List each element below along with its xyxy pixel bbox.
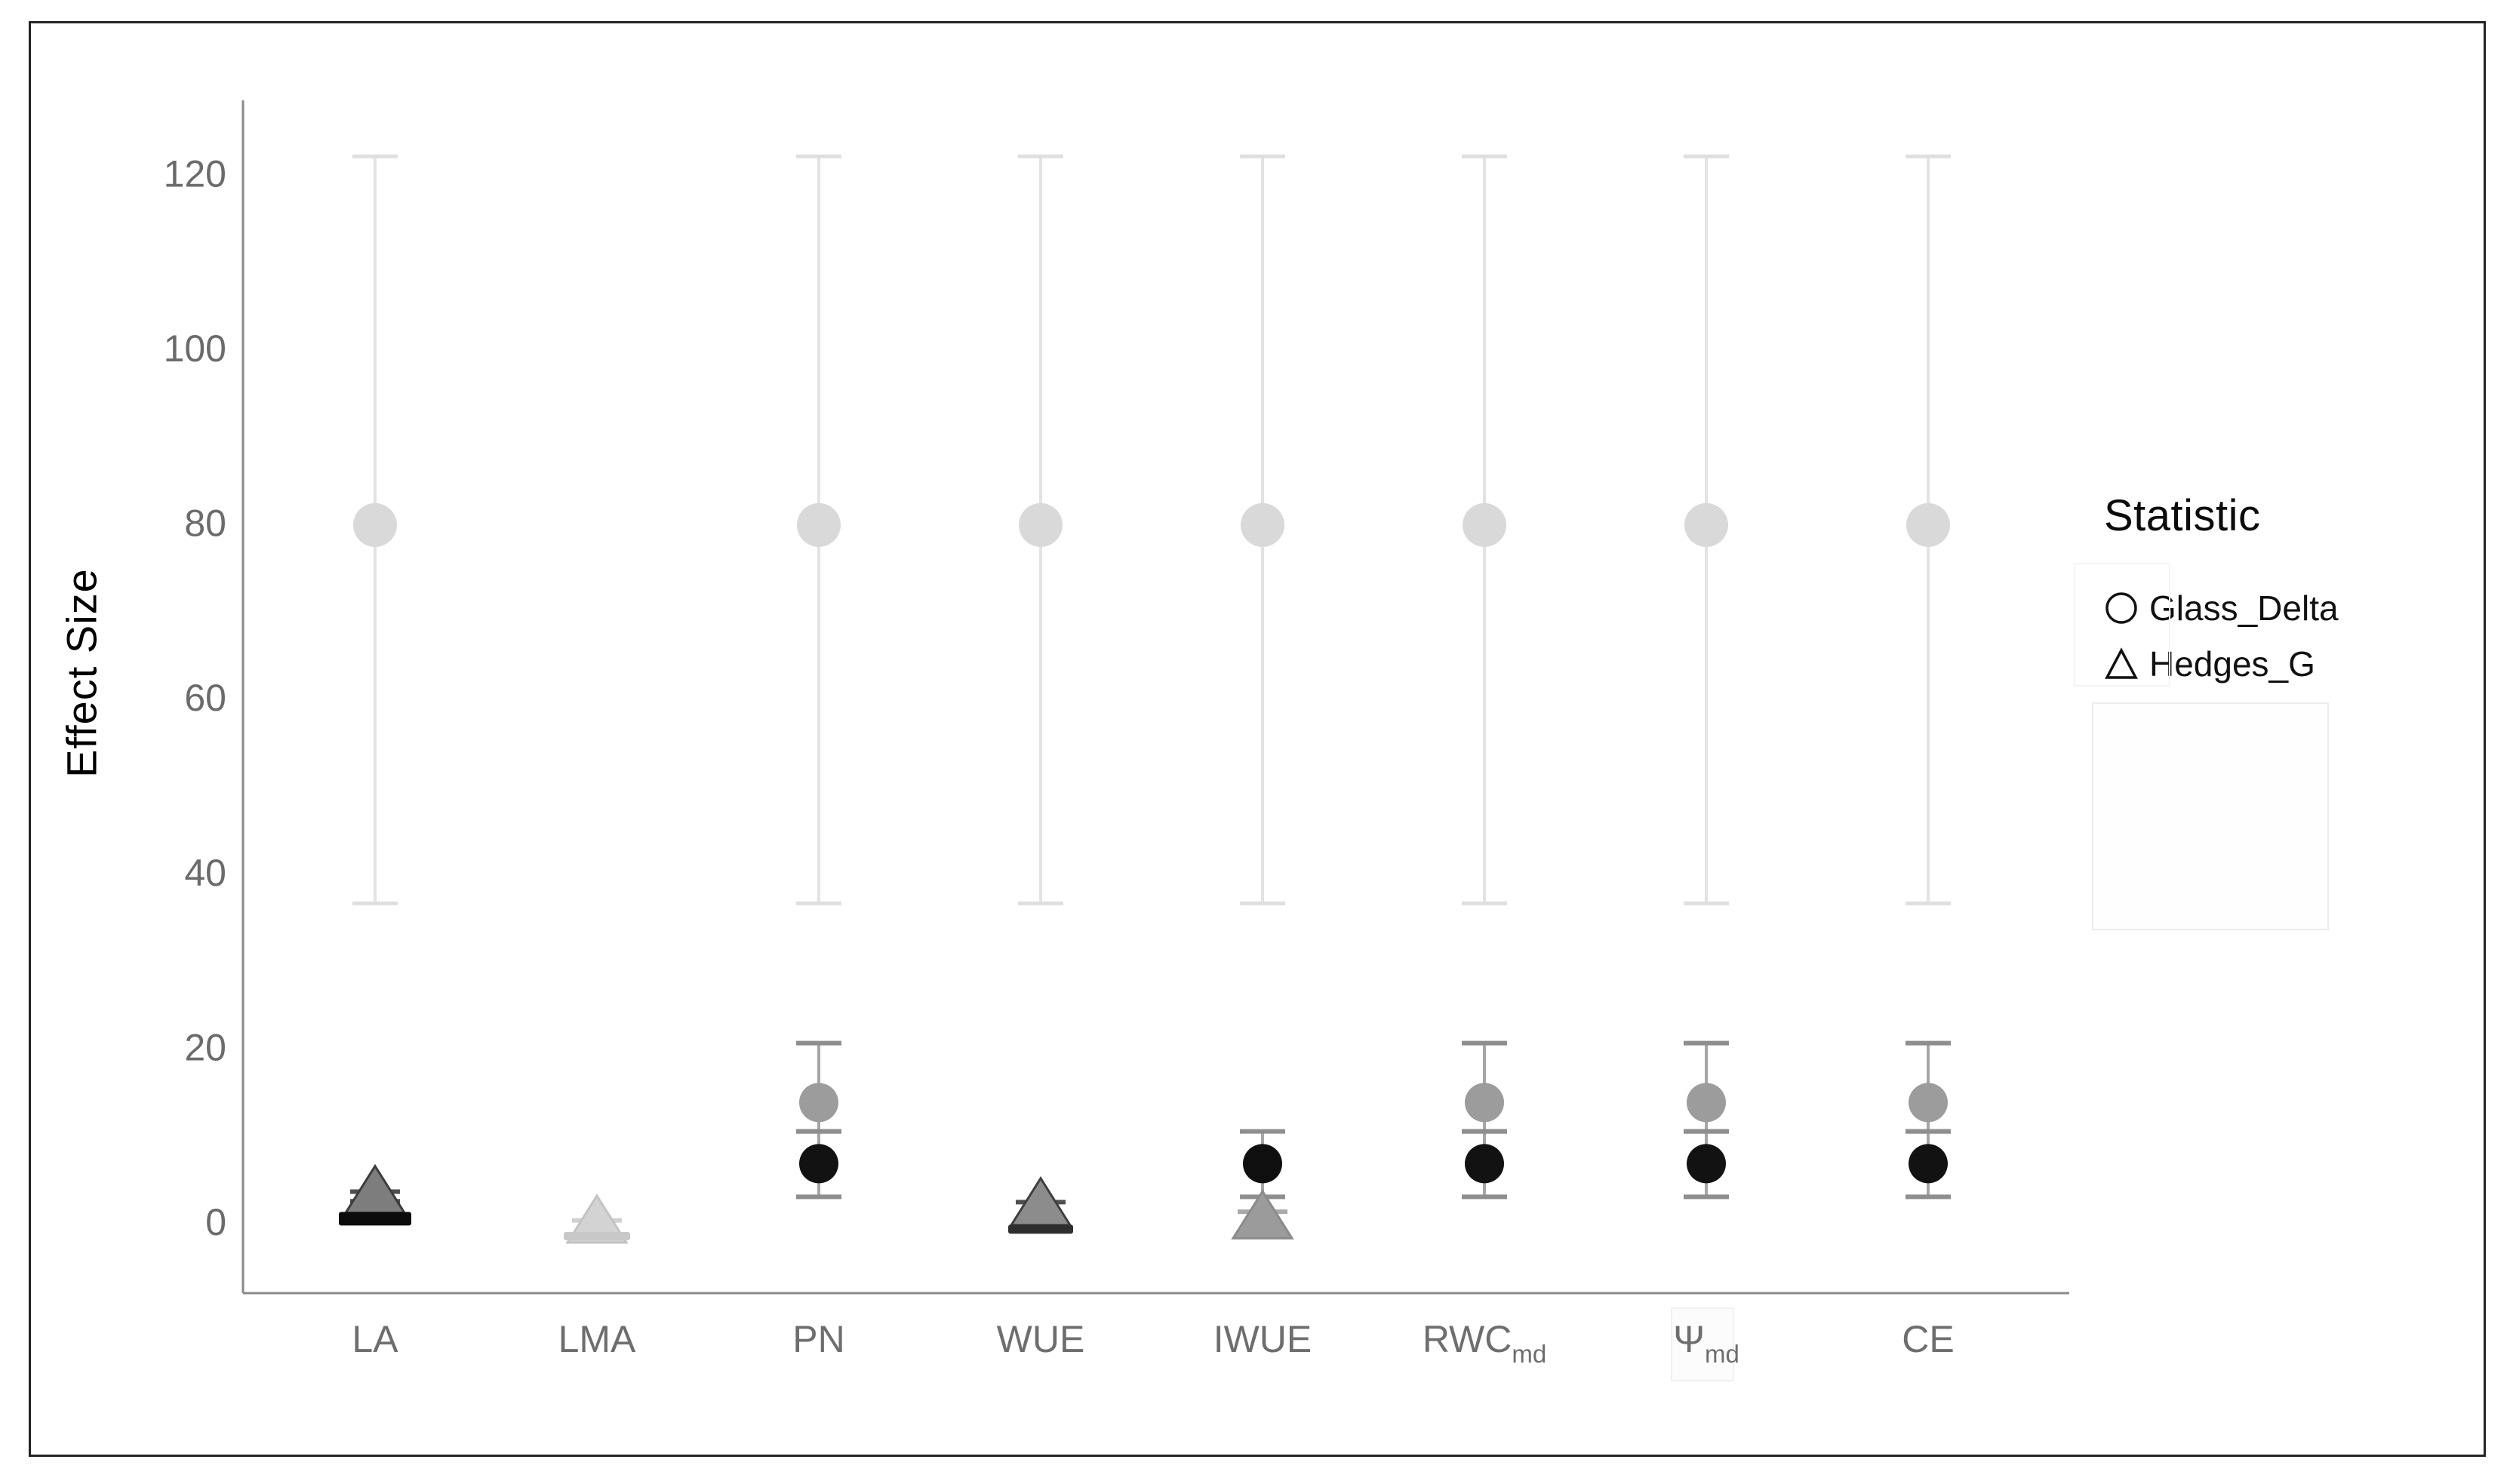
legend: Statistic Glass_Delta Hedges_G <box>2074 490 2421 692</box>
y-tick-label: 120 <box>164 152 226 195</box>
light-data-point <box>1906 502 1950 547</box>
light-data-point <box>797 502 841 547</box>
data-point-bar <box>564 1232 630 1241</box>
y-axis-title: Effect Size <box>57 568 106 778</box>
x-tick-label: PN <box>792 1318 844 1360</box>
data-point-circle <box>1465 1144 1504 1184</box>
data-point-triangle <box>1231 1189 1294 1240</box>
y-tick-label: 60 <box>184 677 226 719</box>
light-data-point <box>1019 502 1063 547</box>
x-tick-label: IWUE <box>1213 1318 1312 1360</box>
light-data-point <box>1241 502 1284 547</box>
x-tick-label: Ψmd <box>1673 1318 1739 1368</box>
light-data-point <box>1684 502 1728 547</box>
light-data-point <box>353 502 397 547</box>
x-tick-label: WUE <box>997 1318 1085 1360</box>
circle-glyph-icon <box>2105 592 2137 624</box>
x-tick-label: LA <box>352 1318 398 1360</box>
x-label-box <box>1671 1307 1734 1381</box>
y-tick-label: 100 <box>164 327 226 370</box>
data-point-circle <box>1909 1083 1948 1123</box>
data-point-circle <box>799 1083 838 1123</box>
data-point-circle <box>799 1144 838 1184</box>
legend-item-hedges-g: Hedges_G <box>2104 636 2421 692</box>
legend-label-hedges-g: Hedges_G <box>2149 644 2315 684</box>
outer-border <box>29 21 2486 1457</box>
triangle-glyph-icon <box>2105 647 2138 679</box>
data-point-circle <box>1687 1083 1726 1123</box>
x-tick-label: RWCmd <box>1423 1318 1546 1368</box>
y-tick-label: 0 <box>205 1201 226 1243</box>
y-tick-label: 20 <box>184 1026 226 1068</box>
data-point-circle <box>1243 1144 1282 1184</box>
data-point-triangle <box>565 1194 629 1244</box>
light-data-point <box>1463 502 1506 547</box>
data-point-circle <box>1687 1144 1726 1184</box>
legend-empty-box <box>2092 702 2329 930</box>
data-point-bar <box>339 1212 411 1226</box>
data-point-circle <box>1465 1083 1504 1123</box>
legend-item-glass-delta: Glass_Delta <box>2104 580 2421 636</box>
legend-title: Statistic <box>2104 491 2261 540</box>
data-point-bar <box>1008 1224 1073 1234</box>
y-tick-label: 40 <box>184 852 226 894</box>
x-tick-label: LMA <box>558 1318 636 1360</box>
data-point-circle <box>1909 1144 1948 1184</box>
legend-label-glass-delta: Glass_Delta <box>2149 588 2339 628</box>
x-tick-label: CE <box>1902 1318 1954 1360</box>
y-tick-label: 80 <box>184 502 226 545</box>
